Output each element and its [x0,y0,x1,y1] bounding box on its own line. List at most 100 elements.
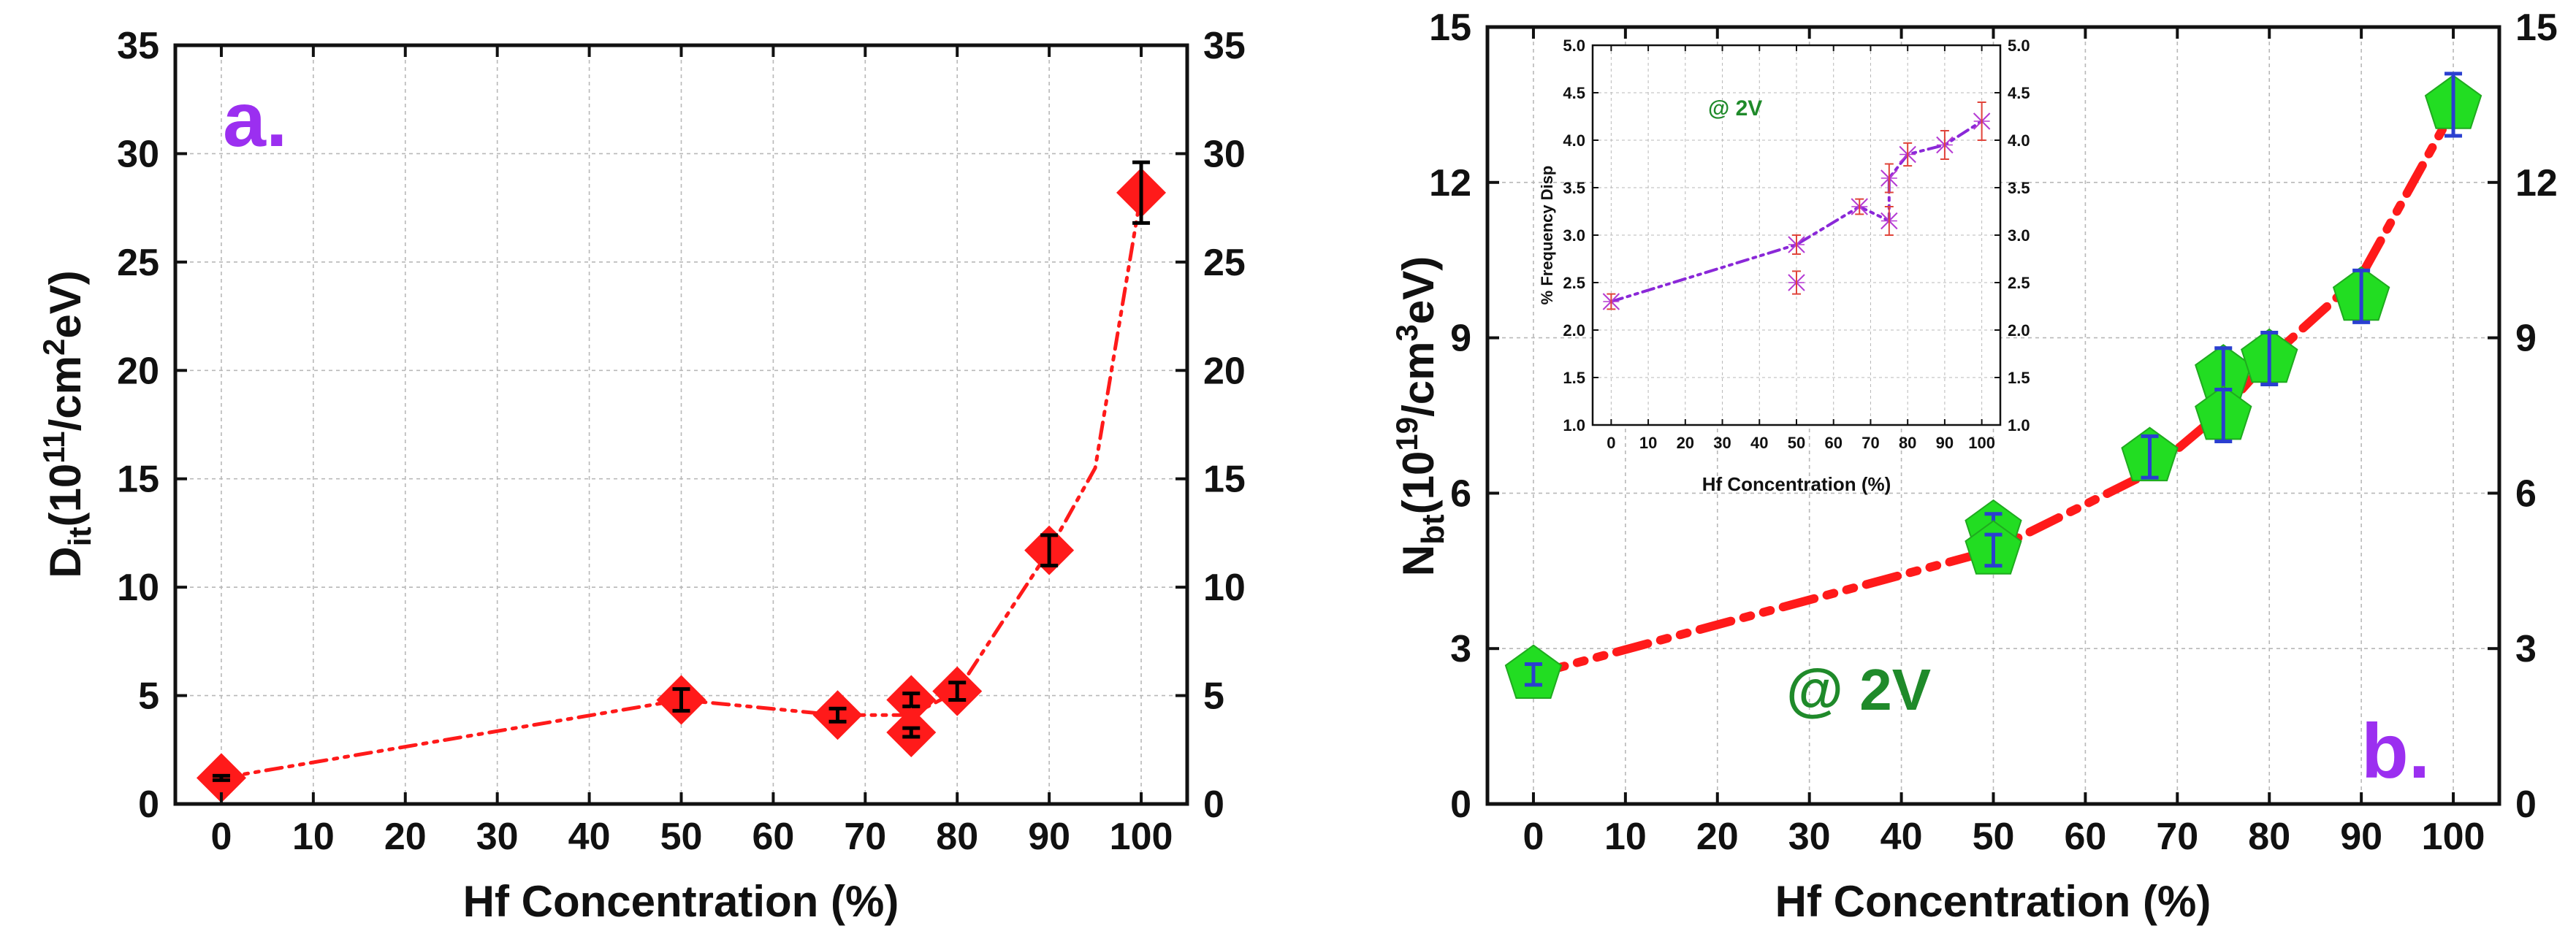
y-tick-label-right: 5 [1203,675,1224,718]
x-tick-label: 40 [1750,434,1768,452]
error-bar [1855,198,1864,215]
y-tick-label-right: 6 [2515,472,2537,515]
x-tick-label: 0 [1607,434,1615,452]
panel-b-x-axis-label: Hf Concentration (%) [1775,877,2211,926]
y-tick-label-right: 4.0 [2008,131,2030,150]
y-label-mid: /cm [41,356,90,431]
inset-x-axis-label: Hf Concentration (%) [1702,473,1891,495]
y-tick-label-right: 3 [2515,628,2537,670]
y-label-post: eV) [1394,256,1443,324]
y-label-pre: (10 [41,464,90,527]
y-tick-label: 10 [117,567,159,609]
x-tick-label: 0 [210,816,232,858]
x-tick-label: 20 [1677,434,1694,452]
panel-b-markers [1504,72,2482,699]
y-tick-label-right: 4.5 [2008,84,2030,102]
panel-a-tag: a. [223,77,287,163]
panel-a-markers [196,160,1167,803]
error-bar [1977,101,1986,141]
y-tick-label: 9 [1450,318,1471,360]
y-tick-label: 25 [117,242,159,284]
panel-a-chart: 0 10 20 30 40 50 60 70 80 90 100 0 0 5 5 10 10 15 15 20 20 25… [37,25,1246,926]
y-tick-label: 5 [138,675,159,718]
y-tick-label: 30 [117,133,159,175]
error-bar [672,687,690,713]
y-label-sup1: 11 [37,431,71,463]
x-tick-label: 10 [1604,816,1647,858]
x-tick-label: 40 [1880,816,1923,858]
y-label-mid: /cm [1394,342,1443,417]
y-label-post: eV) [41,270,90,338]
x-tick-label: 60 [2064,816,2106,858]
x-tick-label: 80 [2248,816,2290,858]
y-tick-label: 35 [117,25,159,67]
y-label-base: D [41,546,90,578]
y-label-sup1: 19 [1390,417,1424,451]
error-bar [2260,331,2279,386]
y-tick-label: 1.5 [1563,369,1585,387]
y-tick-label: 15 [1429,7,1471,49]
inset-fit-line [1609,120,1984,303]
y-tick-label-right: 35 [1203,25,1246,67]
error-bar [1132,160,1151,225]
x-tick-label: 100 [1968,434,1995,452]
y-tick-label: 2.0 [1563,321,1585,340]
error-bar [902,726,921,739]
x-tick-label: 90 [1936,434,1954,452]
inset-y-axis-label: % Frequency Disp [1538,166,1556,305]
panel-a-y-axis-label: Dit(1011/cm2eV) [37,270,98,578]
x-tick-label: 70 [844,816,886,858]
panel-b-inset-chart: 0 10 20 30 40 50 60 70 80 90 100 1.0 1.0 1.5 1.5 2.0 2.0… [1538,37,2030,495]
x-tick-label: 70 [2156,816,2198,858]
error-bar [828,706,847,724]
y-label-sup2: 2 [37,339,71,356]
error-bar [902,692,921,708]
error-bar [1040,533,1059,567]
panel-a-fit-line [219,191,1143,780]
x-tick-label: 70 [1861,434,1879,452]
y-tick-label-right: 0 [1203,784,1224,826]
y-tick-label-right: 1.0 [2008,416,2030,434]
a-fit-curve [219,191,1143,780]
error-bar [1792,270,1801,295]
inset-voltage-annotation: @ 2V [1708,96,1762,120]
y-tick-label: 12 [1429,162,1471,204]
y-tick-label: 1.0 [1563,416,1585,434]
x-tick-label: 90 [2340,816,2382,858]
y-tick-label: 3.5 [1563,179,1585,197]
x-tick-label: 30 [476,816,519,858]
inset-markers [1602,101,1991,310]
error-bar [948,681,967,702]
y-tick-label: 0 [1450,784,1471,826]
y-tick-label: 20 [117,350,159,392]
y-tick-label-right: 3.5 [2008,179,2030,197]
x-tick-label: 30 [1788,816,1831,858]
x-tick-label: 10 [292,816,335,858]
error-bar [1903,142,1913,167]
y-tick-label: 3 [1450,628,1471,670]
y-tick-label-right: 10 [1203,567,1246,609]
y-tick-label: 15 [117,459,159,501]
x-tick-label: 80 [1899,434,1916,452]
error-bar [2352,268,2371,324]
y-label-sup2: 3 [1390,324,1424,341]
panel-b-y-axis-label: Nbt(1019/cm3eV) [1390,256,1451,576]
error-bar [1984,532,2003,568]
x-tick-label: 20 [1696,816,1739,858]
x-tick-label: 100 [1110,816,1173,858]
x-tick-label: 60 [752,816,794,858]
error-bar [1792,234,1801,255]
y-tick-label-right: 15 [1203,459,1246,501]
y-tick-label: 6 [1450,472,1471,515]
error-bar [1884,163,1894,194]
error-bar [1940,130,1949,160]
error-bar [1607,293,1616,310]
y-tick-label-right: 2.5 [2008,274,2030,292]
x-tick-label: 60 [1824,434,1842,452]
y-label-pre: (10 [1394,451,1443,515]
y-tick-label-right: 1.5 [2008,369,2030,387]
y-tick-label: 4.0 [1563,131,1585,150]
panel-b-tag: b. [2361,708,2430,794]
x-tick-label: 40 [568,816,611,858]
